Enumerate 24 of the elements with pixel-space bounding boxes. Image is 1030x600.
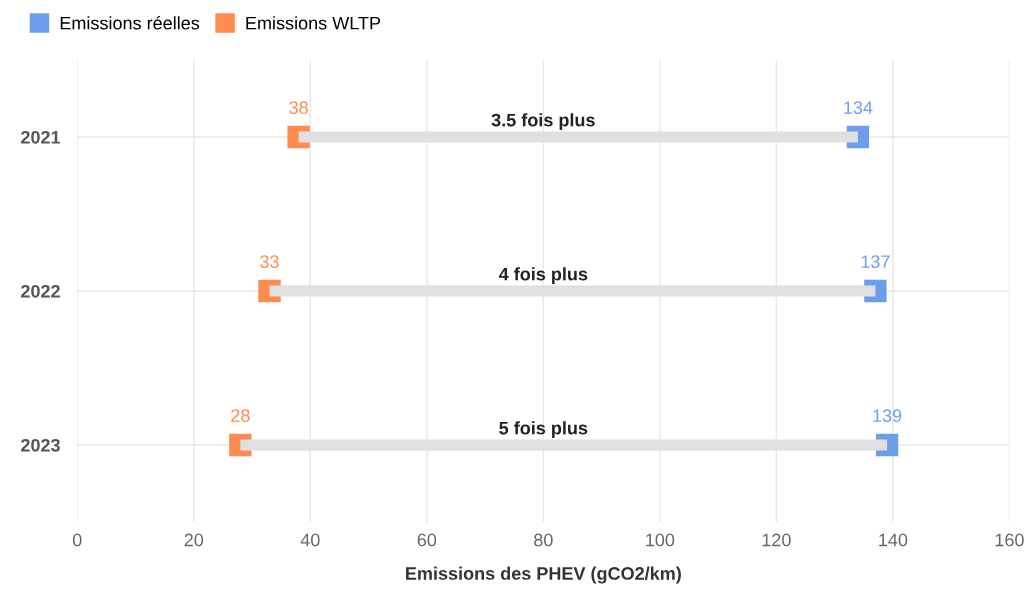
x-tick-label: 160 <box>995 533 1024 547</box>
data-label: 28 <box>231 409 250 422</box>
annotation: 4 fois plus <box>498 267 588 285</box>
x-tick-label: 60 <box>417 533 437 547</box>
x-tick-label: 80 <box>534 533 553 547</box>
y-tick-label: 2022 <box>21 284 60 298</box>
legend-label: Emissions WLTP <box>246 16 381 30</box>
data-label: 137 <box>861 255 890 268</box>
data-label: 38 <box>289 101 308 114</box>
annotation: 5 fois plus <box>499 421 588 439</box>
x-tick-label: 20 <box>184 533 204 547</box>
x-tick-label: 120 <box>762 533 791 547</box>
x-tick-label: 40 <box>300 533 320 547</box>
annotation: 3.5 fois plus <box>491 113 595 131</box>
x-tick-label: 100 <box>646 533 675 547</box>
y-tick-label: 2021 <box>21 130 61 144</box>
data-label: 134 <box>844 101 873 114</box>
x-tick-label: 0 <box>72 533 82 547</box>
x-tick-label: 140 <box>879 533 908 547</box>
data-label: 33 <box>260 255 279 268</box>
legend-label: Emissions réelles <box>60 16 200 30</box>
y-tick-label: 2023 <box>21 438 60 452</box>
data-label: 139 <box>873 409 902 422</box>
x-axis-title: Emissions des PHEV (gCO2/km) <box>406 566 681 584</box>
